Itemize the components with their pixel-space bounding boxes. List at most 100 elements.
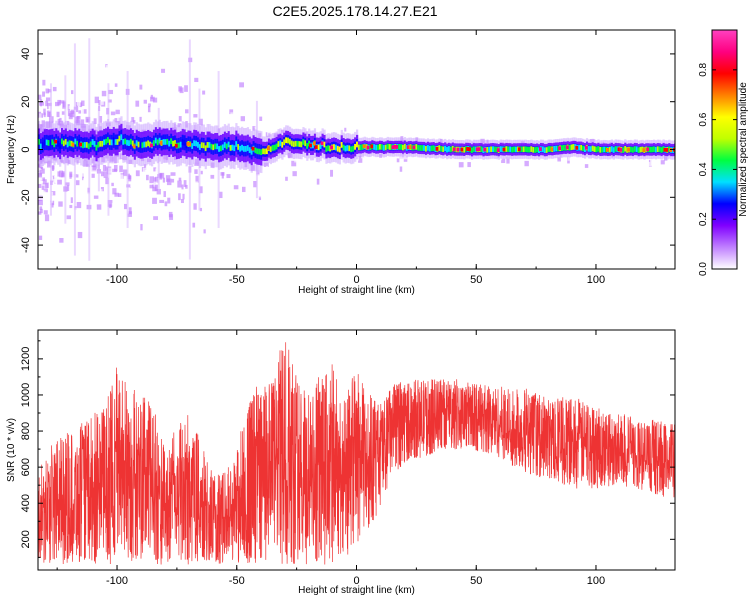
heatmap-speck: [250, 177, 255, 182]
heatmap-band-core: [256, 148, 259, 155]
heatmap-speck: [236, 99, 242, 106]
heatmap-band-core: [66, 141, 69, 148]
heatmap-band-core: [216, 143, 219, 150]
heatmap-peak: [174, 143, 179, 148]
heatmap-speck: [114, 83, 118, 87]
heatmap-peak: [251, 146, 256, 151]
heatmap-band-core: [624, 145, 627, 152]
heatmap-speck: [431, 154, 436, 162]
heatmap-speck: [467, 162, 471, 168]
heatmap-speck: [239, 82, 245, 88]
heatmap-speck: [222, 201, 226, 205]
heatmap-speck: [210, 174, 215, 179]
heatmap-band-core: [198, 144, 202, 150]
heatmap-speck: [199, 186, 203, 194]
heatmap-speck: [91, 207, 97, 212]
heatmap-speck: [52, 86, 57, 92]
heatmap-speck: [233, 185, 239, 190]
heatmap-speck: [291, 160, 297, 167]
heatmap-speck: [96, 204, 102, 210]
heatmap-speck: [142, 115, 146, 121]
heatmap-speck: [38, 117, 41, 124]
heatmap-band-core: [47, 140, 50, 146]
heatmap-band-core: [333, 144, 336, 150]
heatmap-band-core: [269, 146, 273, 153]
heatmap-speck: [150, 94, 153, 99]
heatmap-band-core: [444, 145, 447, 152]
heatmap-speck: [253, 181, 257, 188]
heatmap-speck: [166, 185, 169, 191]
heatmap-speck: [323, 168, 326, 174]
heatmap-band-core: [608, 146, 612, 153]
heatmap-speck: [59, 238, 64, 243]
snr-y-tick-label: 1000: [20, 383, 32, 407]
heatmap-speck: [105, 177, 109, 185]
heatmap-speck: [639, 134, 642, 141]
heatmap-speck: [123, 96, 126, 103]
heatmap-speck: [268, 168, 273, 175]
heatmap-speck: [40, 177, 46, 181]
heatmap-peak: [642, 148, 647, 153]
heatmap-speck: [256, 174, 262, 181]
heatmap-speck: [619, 157, 623, 164]
heatmap-speck: [200, 211, 203, 216]
heatmap-speck: [172, 203, 175, 209]
heatmap-speck: [159, 199, 165, 204]
heatmap-band-core: [386, 143, 389, 150]
heatmap-speck: [57, 99, 61, 106]
heatmap-band-core: [317, 144, 320, 151]
heatmap-band-core: [74, 138, 77, 145]
heatmap-speck: [321, 174, 326, 179]
heatmap-band-core: [262, 148, 265, 155]
heatmap-speck: [108, 204, 112, 209]
heatmap-band-core: [472, 146, 476, 153]
heatmap-peak: [408, 145, 413, 149]
heatmap-speck: [236, 193, 239, 200]
heatmap-speck: [551, 132, 557, 137]
heatmap-speck: [358, 156, 363, 163]
heatmap-peak: [314, 145, 319, 149]
heatmap-speck: [501, 158, 506, 164]
heatmap-band-core: [39, 143, 43, 150]
heatmap-band-core: [580, 144, 583, 151]
heatmap-speck: [316, 178, 320, 185]
heatmap-band-core: [131, 140, 135, 147]
heatmap-band-core: [402, 144, 405, 151]
heatmap-speck: [650, 138, 655, 142]
heatmap-speck: [287, 165, 290, 171]
heatmap-speck: [186, 173, 190, 178]
heatmap-speck: [41, 120, 45, 128]
heatmap-speck: [258, 193, 263, 198]
heatmap-band-core: [599, 146, 602, 153]
heatmap-band-core: [633, 146, 637, 152]
heatmap-speck: [613, 136, 618, 142]
heatmap-peak: [460, 147, 465, 152]
heatmap-speck: [238, 179, 242, 186]
heatmap-speck: [256, 169, 260, 176]
heatmap-band-core: [298, 141, 301, 147]
heatmap-speck: [193, 114, 198, 118]
heatmap-band-core: [120, 134, 123, 141]
heatmap-band-core: [220, 145, 223, 152]
heatmap-speck: [229, 109, 234, 115]
heatmap-speck: [85, 178, 89, 184]
heatmap-speck: [194, 209, 197, 214]
heatmap-speck: [193, 203, 197, 210]
heatmap-speck: [153, 204, 157, 210]
heatmap-speck: [127, 211, 133, 217]
heatmap-speck: [650, 130, 655, 135]
heatmap-band-core: [603, 146, 606, 153]
heatmap-speck: [181, 165, 185, 170]
heatmap-speck: [129, 169, 133, 174]
heatmap-band-core: [357, 144, 361, 151]
heatmap-band-core: [511, 146, 514, 153]
heatmap-speck: [167, 191, 171, 196]
heatmap-band-core: [348, 145, 351, 152]
heatmap-speck: [256, 180, 261, 185]
heatmap-speck: [213, 205, 216, 211]
heatmap-speck: [58, 201, 63, 207]
heatmap-speck: [82, 178, 86, 185]
heatmap-speck: [557, 157, 561, 162]
heatmap-band-core: [524, 146, 527, 153]
heatmap-x-tick-label: 100: [587, 274, 605, 286]
